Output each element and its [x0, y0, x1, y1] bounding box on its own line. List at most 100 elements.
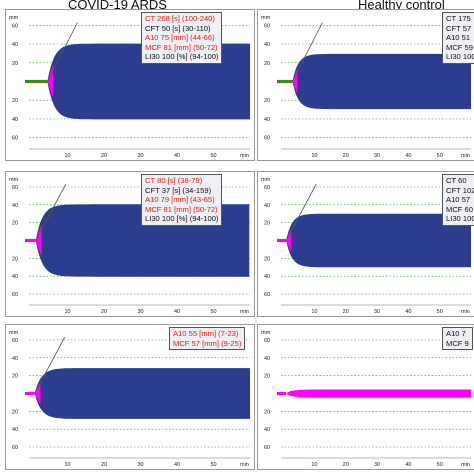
teg-chart-svg: mm 60 40 20 20 40 60 10 20 30 40 50 min	[261, 330, 471, 468]
legend-parameter-row: LI30 100 [%] (94-100)	[145, 214, 219, 224]
x-tick-label: 10	[311, 462, 317, 468]
legend-parameter-row: MCF 59	[446, 42, 474, 52]
teg-baseline	[25, 238, 36, 243]
y-tick-label: 40	[264, 42, 270, 48]
x-tick-label: 10	[65, 462, 71, 468]
alpha-angle-line	[34, 337, 66, 394]
alpha-angle-line	[285, 184, 317, 241]
teg-panel-covid-top: mm 60 40 20 20 40 60 10 20 30 40 50 min CT 268 [s] (1…	[5, 9, 255, 161]
y-tick-label: 40	[264, 203, 270, 209]
clot-formation-wedge	[34, 382, 41, 405]
legend-parameter-row: A10 55 [mm] (7-23)	[173, 329, 239, 338]
teg-panel-covid-bottom: mm 60 40 20 20 40 60 10 20 30 40 50 min A10 55 [mm] (…	[5, 324, 255, 470]
x-tick-label: 40	[405, 462, 411, 468]
y-tick-label: 20	[12, 374, 18, 380]
teg-baseline	[277, 391, 287, 396]
teg-trace-envelope	[292, 53, 471, 110]
parameter-legend: CT 80 [s] (38-79) CFT 37 [s] (34-159) A10 …	[141, 174, 223, 226]
y-tick-label: 40	[12, 203, 18, 209]
teg-trace-envelope	[286, 389, 471, 398]
legend-parameter-row: A10 7	[446, 329, 466, 338]
legend-parameter-row: LI30 100	[446, 52, 474, 62]
clot-formation-wedge	[286, 228, 292, 253]
y-tick-label: 20	[264, 256, 270, 262]
y-tick-label: 60	[264, 338, 270, 344]
teg-chart-svg: mm 60 40 20 20 40 60 10 20 30 40 50 min	[9, 330, 250, 468]
y-tick-label: 60	[12, 292, 18, 298]
x-tick-label: 20	[101, 309, 107, 315]
x-tick-label: 10	[65, 153, 71, 159]
y-tick-label: 40	[12, 356, 18, 362]
legend-parameter-row: CFT 37 [s] (34-159)	[145, 185, 212, 195]
x-tick-label: 50	[437, 153, 443, 159]
teg-chart-svg: mm 60 40 20 20 40 60 10 20 30 40 50 min	[261, 15, 471, 159]
teg-baseline	[25, 391, 35, 396]
x-unit-label: min	[461, 309, 470, 315]
clot-formation-wedge	[292, 69, 298, 94]
y-tick-label: 20	[264, 98, 270, 104]
y-tick-label: 60	[264, 185, 270, 191]
x-tick-label: 20	[343, 309, 349, 315]
x-tick-label: 10	[65, 309, 71, 315]
parameter-legend: A10 7 MCF 9	[442, 327, 473, 351]
y-tick-label: 20	[12, 98, 18, 104]
y-tick-label: 60	[264, 292, 270, 298]
y-tick-label: 60	[12, 445, 18, 451]
x-tick-label: 40	[174, 309, 180, 315]
y-tick-label: 20	[12, 61, 18, 67]
x-tick-label: 30	[138, 153, 144, 159]
y-tick-label: 20	[12, 221, 18, 227]
x-tick-label: 10	[311, 309, 317, 315]
x-unit-label: min	[240, 462, 249, 468]
y-tick-label: 40	[264, 427, 270, 433]
alpha-angle-line	[35, 184, 67, 241]
legend-parameter-row: CT 268 [s] (100-240)	[145, 14, 215, 23]
x-tick-label: 40	[405, 153, 411, 159]
x-tick-label: 50	[211, 153, 217, 159]
legend-parameter-row: LI30 100 [%] (94-100)	[145, 52, 219, 62]
teg-trace-envelope	[286, 213, 471, 268]
teg-panel-healthy-top: mm 60 40 20 20 40 60 10 20 30 40 50 min CT 175 CFT 57 A…	[257, 9, 474, 161]
legend-parameter-row: A10 79 [mm] (43-65)	[145, 195, 215, 205]
y-tick-label: 40	[12, 427, 18, 433]
legend-parameter-row: LI30 100	[446, 214, 474, 224]
y-tick-label: 60	[264, 136, 270, 142]
teg-baseline	[277, 238, 287, 243]
legend-parameter-row: MCF 81 [mm] (50-72)	[145, 204, 218, 214]
y-tick-label: 20	[12, 409, 18, 415]
y-tick-label: 40	[264, 274, 270, 280]
legend-parameter-row: A10 51	[446, 33, 471, 43]
y-tick-label: 60	[12, 338, 18, 344]
teg-panel-healthy-middle: mm 60 40 20 20 40 60 10 20 30 40 50 min CT 60 CFT 102 A…	[257, 171, 474, 317]
legend-parameter-row: CFT 57	[446, 23, 472, 33]
legend-parameter-row: MCF 60	[446, 204, 474, 214]
parameter-legend: CT 60 CFT 102 A10 57 MCF 60 LI30 100	[442, 174, 474, 226]
legend-parameter-row: MCF 81 [mm] (50-72)	[145, 42, 218, 52]
legend-parameter-row: MCF 9	[446, 338, 469, 348]
y-tick-label: 20	[264, 374, 270, 380]
x-tick-label: 30	[374, 153, 380, 159]
x-tick-label: 20	[101, 462, 107, 468]
legend-parameter-row: CT 60	[446, 176, 467, 185]
x-tick-label: 50	[211, 309, 217, 315]
y-tick-label: 60	[264, 23, 270, 29]
alpha-angle-line	[292, 22, 323, 82]
y-tick-label: 40	[12, 274, 18, 280]
x-unit-label: min	[240, 153, 249, 159]
y-tick-label: 40	[264, 117, 270, 123]
x-tick-label: 10	[311, 153, 317, 159]
x-tick-label: 20	[343, 462, 349, 468]
clot-formation-wedge	[286, 390, 292, 397]
y-unit-label: mm	[261, 330, 271, 336]
y-tick-label: 60	[12, 23, 18, 29]
parameter-legend: CT 175 CFT 57 A10 51 MCF 59 LI30 100	[442, 12, 474, 64]
y-unit-label: mm	[261, 177, 271, 183]
y-tick-label: 40	[12, 42, 18, 48]
x-tick-label: 50	[211, 462, 217, 468]
y-tick-label: 40	[264, 356, 270, 362]
x-tick-label: 30	[138, 309, 144, 315]
y-tick-label: 20	[12, 256, 18, 262]
parameter-legend: A10 55 [mm] (7-23) MCF 57 [mm] (9-25)	[169, 327, 246, 351]
legend-parameter-row: A10 75 [mm] (44-66)	[145, 33, 215, 43]
x-tick-label: 20	[343, 153, 349, 159]
